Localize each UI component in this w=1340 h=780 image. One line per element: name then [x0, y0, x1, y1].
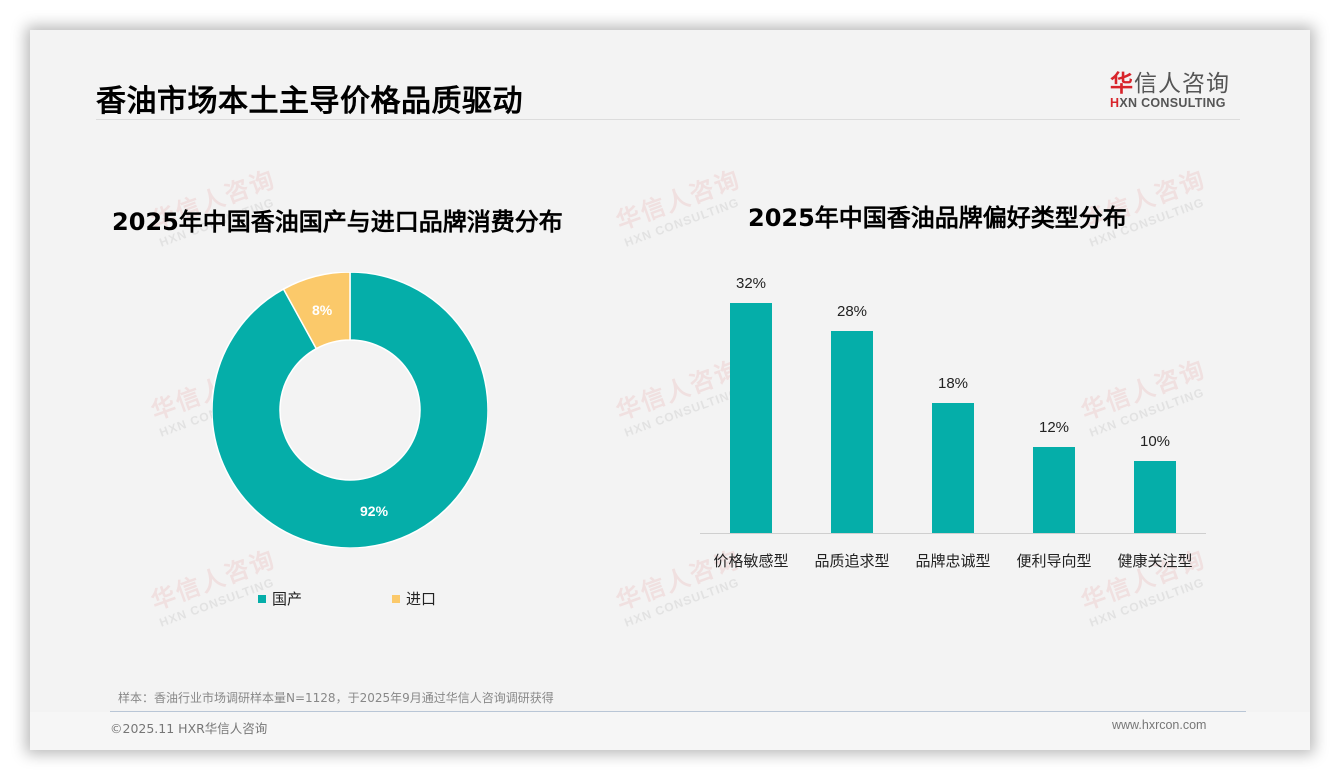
legend-item-domestic: 国产	[258, 588, 302, 609]
legend-swatch	[258, 594, 266, 603]
logo-text-cn: 信人咨询	[1134, 71, 1230, 97]
x-axis-label: 品牌忠诚型	[915, 552, 991, 570]
donut-chart-title: 2025年中国香油国产与进口品牌消费分布	[112, 208, 563, 236]
donut-slice	[282, 271, 351, 350]
legend-label: 国产	[272, 590, 303, 608]
legend-swatch	[392, 594, 400, 603]
bar-value-label: 28%	[836, 303, 868, 321]
footer-divider	[110, 711, 1246, 712]
donut-slice	[211, 271, 489, 549]
slide: 华信人咨询 HXN CONSULTING 华信人咨询 HXN CONSULTING …	[30, 30, 1310, 750]
x-axis-label: 价格敏感型	[713, 552, 789, 570]
logo-text-en: XN CONSULTING	[1119, 96, 1226, 110]
bar-value-label: 18%	[937, 375, 969, 393]
slice-label-import: 8%	[312, 302, 333, 318]
logo-accent: 华	[1110, 71, 1134, 97]
bar-value-label: 12%	[1038, 418, 1070, 436]
donut-svg	[211, 271, 489, 549]
slice-label-domestic: 92%	[360, 503, 389, 519]
x-axis-line	[700, 533, 1206, 534]
logo-accent-en: H	[1110, 96, 1120, 110]
bar	[1134, 461, 1176, 533]
source-note: 样本：香油行业市场调研样本量N=1128，于2025年9月通过华信人咨询调研获得	[118, 691, 554, 705]
bar	[932, 403, 974, 533]
bar-value-label: 32%	[735, 274, 767, 292]
bar	[730, 302, 772, 533]
x-axis-label: 品质追求型	[814, 552, 890, 570]
footer-band	[30, 712, 1310, 750]
legend-label: 进口	[406, 590, 437, 608]
copyright-text: ©2025.11 HXR华信人咨询	[110, 721, 268, 736]
title-divider	[96, 119, 1240, 120]
bar	[1033, 446, 1075, 533]
x-axis-label: 健康关注型	[1117, 552, 1193, 570]
page-title: 香油市场本土主导价格品质驱动	[96, 84, 523, 119]
donut-chart: 8% 92%	[211, 271, 489, 549]
bar-value-label: 10%	[1139, 433, 1171, 450]
brand-logo: 华信人咨询 HXN CONSULTING	[1110, 64, 1260, 110]
legend-item-import: 进口	[392, 588, 436, 609]
bar	[831, 331, 873, 533]
x-axis-label: 便利导向型	[1016, 552, 1092, 570]
bar-chart-title: 2025年中国香油品牌偏好类型分布	[748, 204, 1127, 232]
website-link[interactable]: www.hxrcon.com	[1112, 718, 1207, 732]
